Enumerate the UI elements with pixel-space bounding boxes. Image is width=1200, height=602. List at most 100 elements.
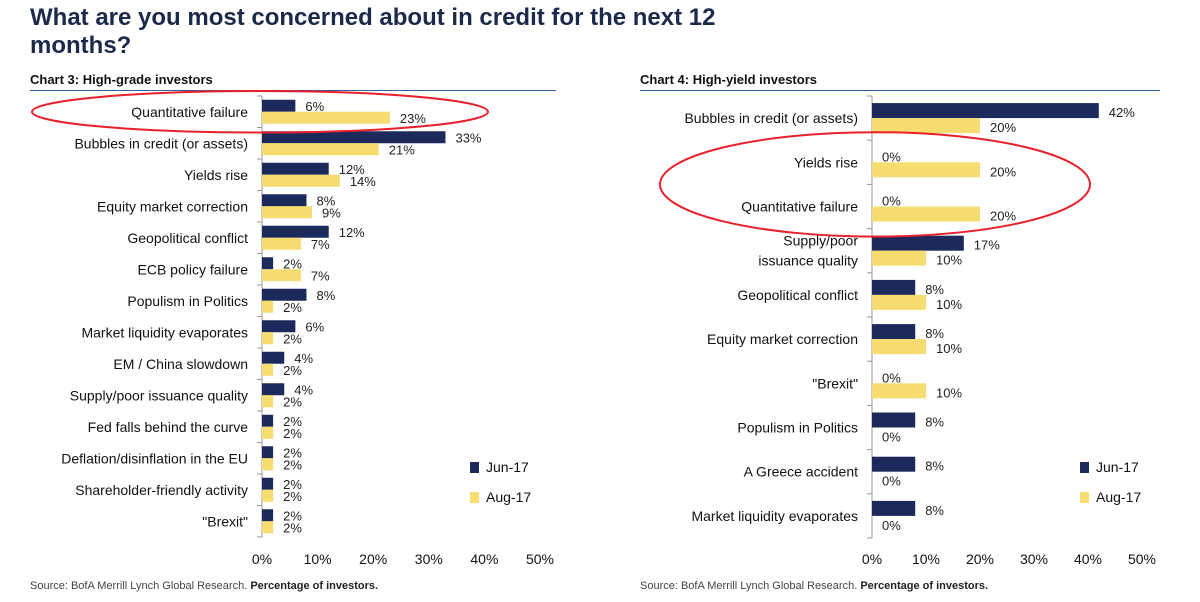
bar-aug-17 xyxy=(262,489,274,502)
data-label: 0% xyxy=(882,430,901,445)
bar-aug-17 xyxy=(872,206,980,222)
data-label: 8% xyxy=(925,459,944,474)
x-tick-label: 50% xyxy=(526,551,554,567)
bar-jun-17 xyxy=(872,456,916,472)
chart-label: Chart 3: High-grade investors xyxy=(30,72,213,87)
bar-aug-17 xyxy=(872,339,926,355)
data-label: 6% xyxy=(305,319,324,334)
data-label: 17% xyxy=(974,238,1000,253)
data-label: 0% xyxy=(882,474,901,489)
x-tick-label: 10% xyxy=(304,551,332,567)
bar-aug-17 xyxy=(262,174,340,187)
bar-aug-17 xyxy=(872,294,926,310)
source-text: Source: BofA Merrill Lynch Global Resear… xyxy=(640,580,858,592)
category-label: Populism in Politics xyxy=(737,420,858,436)
data-label: 2% xyxy=(283,520,302,535)
data-label: 10% xyxy=(936,385,962,400)
bar-jun-17 xyxy=(262,383,285,396)
chart-label: Chart 4: High-yield investors xyxy=(640,72,817,87)
category-label: Populism in Politics xyxy=(127,293,248,309)
category-label: Geopolitical conflict xyxy=(737,287,858,303)
data-label: 2% xyxy=(283,457,302,472)
data-label: 2% xyxy=(283,489,302,504)
bar-aug-17 xyxy=(262,143,379,156)
x-tick-label: 40% xyxy=(1074,551,1102,567)
data-label: 0% xyxy=(882,370,901,385)
data-label: 20% xyxy=(990,120,1016,135)
bar-chart-high-grade: Quantitative failure 6% 23% Bubbles in cred… xyxy=(31,90,554,567)
category-label: A Greece accident xyxy=(744,464,859,480)
highlight-ellipse xyxy=(659,131,1091,238)
category-label: Quantitative failure xyxy=(131,104,248,120)
bar-jun-17 xyxy=(872,500,916,516)
data-label: 12% xyxy=(339,162,365,177)
source-emphasis: Percentage of investors. xyxy=(250,580,379,592)
category-label: Equity market correction xyxy=(707,331,858,347)
bar-aug-17 xyxy=(262,111,390,124)
bar-jun-17 xyxy=(262,99,296,112)
data-label: 8% xyxy=(925,326,944,341)
category-label: Equity market correction xyxy=(97,198,248,214)
category-label: Geopolitical conflict xyxy=(127,230,248,246)
bar-jun-17 xyxy=(262,194,307,207)
bar-aug-17 xyxy=(262,426,274,439)
bar-chart-high-yield: Bubbles in credit (or assets) 42% 20% Yield… xyxy=(659,95,1156,567)
category-label: Market liquidity evaporates xyxy=(691,508,858,524)
category-label: Quantitative failure xyxy=(741,199,858,215)
data-label: 8% xyxy=(925,415,944,430)
data-label: 7% xyxy=(311,237,330,252)
data-label: 2% xyxy=(283,426,302,441)
category-label: Bubbles in credit (or assets) xyxy=(684,110,858,126)
data-label: 8% xyxy=(925,503,944,518)
x-tick-label: 0% xyxy=(252,551,272,567)
chart-panel-high-yield: Chart 4: High-yield investors Bubbles in… xyxy=(640,72,1160,602)
category-label: "Brexit" xyxy=(202,513,248,529)
data-label: 0% xyxy=(882,518,901,533)
x-tick-label: 40% xyxy=(470,551,498,567)
category-label: Yields rise xyxy=(794,154,858,170)
data-label: 42% xyxy=(1109,105,1135,120)
bar-aug-17 xyxy=(262,332,274,345)
data-label: 23% xyxy=(400,111,426,126)
bar-aug-17 xyxy=(872,250,926,266)
bar-jun-17 xyxy=(262,131,446,144)
category-label: Yields rise xyxy=(184,167,248,183)
bar-aug-17 xyxy=(262,206,313,219)
data-label: 21% xyxy=(389,142,415,157)
legend-label: Aug-17 xyxy=(486,489,531,505)
category-label: issuance quality xyxy=(758,253,858,269)
x-tick-label: 30% xyxy=(415,551,443,567)
bar-aug-17 xyxy=(262,395,274,408)
data-label: 2% xyxy=(283,477,302,492)
data-label: 2% xyxy=(283,445,302,460)
bar-jun-17 xyxy=(262,509,274,522)
data-label: 10% xyxy=(936,341,962,356)
bar-jun-17 xyxy=(872,103,1099,119)
category-label: Shareholder-friendly activity xyxy=(75,482,248,498)
data-label: 0% xyxy=(882,194,901,209)
data-label: 8% xyxy=(316,193,335,208)
bar-aug-17 xyxy=(262,458,274,471)
legend-label: Jun-17 xyxy=(1096,459,1139,475)
bar-aug-17 xyxy=(262,363,274,376)
bar-aug-17 xyxy=(262,237,301,250)
page-title: What are you most concerned about in cre… xyxy=(30,4,716,59)
legend-label: Jun-17 xyxy=(486,459,529,475)
data-label: 0% xyxy=(882,149,901,164)
bar-aug-17 xyxy=(872,383,926,399)
data-label: 2% xyxy=(283,256,302,271)
bar-jun-17 xyxy=(262,288,307,301)
category-label: Fed falls behind the curve xyxy=(88,419,249,435)
data-label: 20% xyxy=(990,164,1016,179)
bar-jun-17 xyxy=(872,412,916,428)
bar-jun-17 xyxy=(262,225,329,238)
data-label: 14% xyxy=(350,174,376,189)
legend-swatch-jun-17 xyxy=(1080,462,1089,473)
bar-aug-17 xyxy=(262,521,274,534)
bar-jun-17 xyxy=(872,235,964,251)
data-label: 4% xyxy=(294,351,313,366)
header-rule xyxy=(640,90,1160,91)
data-label: 4% xyxy=(294,382,313,397)
category-label: Bubbles in credit (or assets) xyxy=(74,135,248,151)
bar-aug-17 xyxy=(262,269,301,282)
